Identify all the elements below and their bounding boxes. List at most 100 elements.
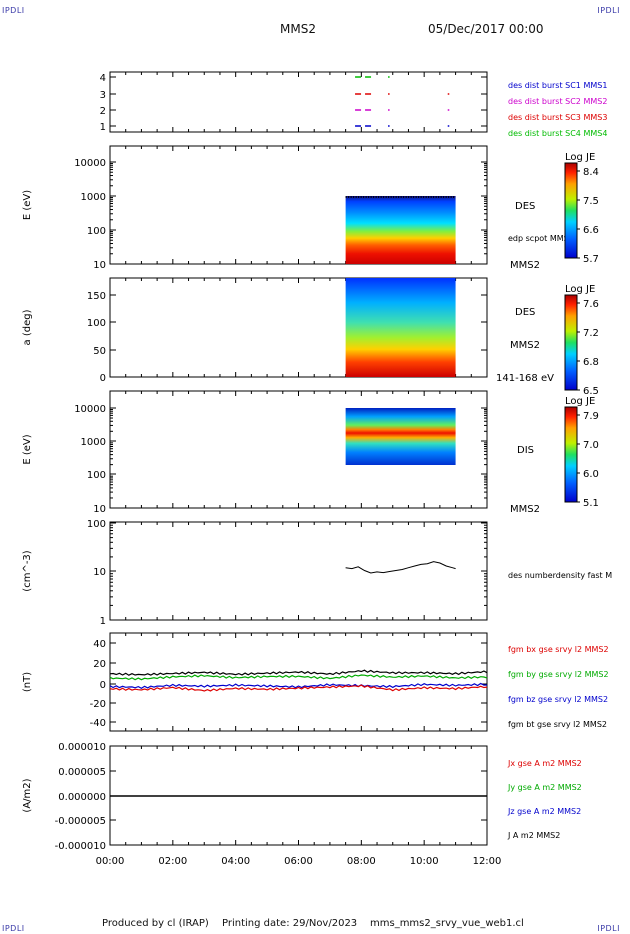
current-legend-4: J A m2 MMS2 bbox=[507, 831, 560, 840]
bfield-series-line-1 bbox=[109, 669, 488, 676]
des-pitch-cb-tick-label: 6.8 bbox=[583, 357, 599, 368]
bfield-ytick-label: 40 bbox=[93, 639, 106, 650]
corner-label-br: IPDLI bbox=[597, 924, 620, 933]
availability-frame bbox=[109, 71, 488, 133]
bfield-legend-2: fgm by gse srvy l2 MMS2 bbox=[508, 670, 609, 679]
des-energy-cb-title: Log JE bbox=[565, 152, 595, 163]
bfield-ytick-label: -40 bbox=[90, 718, 106, 729]
dis-energy-ylabel: E (eV) bbox=[22, 434, 33, 464]
bfield-series-line-2 bbox=[109, 674, 488, 681]
dis-energy-cb-tick-label: 6.0 bbox=[583, 469, 599, 480]
des-energy-ytick-label: 100 bbox=[87, 226, 106, 237]
bfield-ytick-label: 0 bbox=[100, 680, 106, 691]
current-ylabel: (A/m2) bbox=[22, 778, 33, 812]
des-pitch-energy-range: 141-168 eV bbox=[496, 373, 554, 384]
des-energy-colorbar bbox=[564, 162, 578, 259]
current-ytick-label: -0.000010 bbox=[55, 841, 106, 852]
time-tick-label: 02:00 bbox=[158, 856, 187, 867]
current-ytick-label: 0.000005 bbox=[58, 767, 106, 778]
des-energy-ytick-label: 10000 bbox=[74, 158, 106, 169]
dis-energy-ytick-label: 10 bbox=[93, 504, 106, 515]
availability-ytick-label: 2 bbox=[100, 106, 106, 117]
des-pitch-spectrogram bbox=[345, 278, 456, 377]
density-ytick-label: 100 bbox=[87, 519, 106, 530]
density-series-line bbox=[345, 561, 456, 574]
footer-filename: mms_mms2_srvy_vue_web1.cl bbox=[370, 918, 524, 929]
des-pitch-colorbar bbox=[564, 294, 578, 391]
density-ytick-label: 10 bbox=[93, 567, 106, 578]
bfield-legend-1: fgm bx gse srvy l2 MMS2 bbox=[508, 645, 609, 654]
footer-printing-date: Printing date: 29/Nov/2023 bbox=[222, 918, 358, 929]
time-tick-label: 10:00 bbox=[410, 856, 439, 867]
des-pitch-ytick-label: 150 bbox=[87, 291, 106, 302]
time-tick-label: 12:00 bbox=[473, 856, 502, 867]
des-energy-cb-tick-label: 8.4 bbox=[583, 167, 599, 178]
des-pitch-label: DES bbox=[515, 307, 535, 318]
bfield-ylabel: (nT) bbox=[22, 672, 33, 692]
bfield-frame bbox=[109, 632, 488, 732]
bfield-ytick-label: -20 bbox=[90, 699, 106, 710]
des-pitch-ytick-label: 50 bbox=[93, 346, 106, 357]
footer-produced-by: Produced by cl (IRAP) bbox=[102, 918, 209, 929]
dis-energy-cb-title: Log JE bbox=[565, 396, 595, 407]
date-title: 05/Dec/2017 00:00 bbox=[428, 22, 544, 36]
availability-ytick-label: 4 bbox=[100, 73, 106, 84]
current-legend-2: Jy gse A m2 MMS2 bbox=[507, 783, 582, 792]
des-energy-sublabel: edp scpot MMS2 bbox=[508, 234, 574, 243]
availability-legend-2: des dist burst SC2 MMS2 bbox=[508, 97, 607, 106]
bfield-series-line-4 bbox=[109, 684, 488, 692]
des-pitch-ytick-label: 0 bbox=[100, 373, 106, 384]
current-ytick-label: 0.000000 bbox=[58, 792, 106, 803]
des-energy-ytick-label: 1000 bbox=[81, 192, 106, 203]
density-frame bbox=[109, 521, 488, 621]
des-pitch-cb-title: Log JE bbox=[565, 284, 595, 295]
des-energy-label: DES bbox=[515, 201, 535, 212]
availability-legend-3: des dist burst SC3 MMS3 bbox=[508, 113, 607, 122]
dis-energy-cb-tick-label: 7.0 bbox=[583, 440, 599, 451]
bfield-ytick-label: 20 bbox=[93, 659, 106, 670]
des-energy-ytick-label: 10 bbox=[93, 260, 106, 271]
current-legend-3: Jz gse A m2 MMS2 bbox=[507, 807, 581, 816]
density-ytick-label: 1 bbox=[100, 616, 106, 627]
dis-energy-ytick-label: 10000 bbox=[74, 404, 106, 415]
corner-label-tl: IPDLI bbox=[2, 6, 25, 15]
dis-energy-cb-tick-label: 7.9 bbox=[583, 411, 599, 422]
des-energy-ylabel: E (eV) bbox=[22, 190, 33, 220]
dis-energy-cb-tick-label: 5.1 bbox=[583, 498, 599, 509]
corner-label-bl: IPDLI bbox=[2, 924, 25, 933]
availability-legend-1: des dist burst SC1 MMS1 bbox=[508, 81, 607, 90]
bfield-legend-3: fgm bz gse srvy l2 MMS2 bbox=[508, 695, 608, 704]
availability-ytick-label: 1 bbox=[100, 122, 106, 133]
des-energy-spectrogram bbox=[345, 196, 456, 264]
availability-ytick-label: 3 bbox=[100, 90, 106, 101]
dis-energy-sc: MMS2 bbox=[510, 504, 540, 515]
dis-energy-colorbar bbox=[564, 406, 578, 503]
des-energy-cb-tick-label: 7.5 bbox=[583, 196, 599, 207]
des-pitch-ytick-label: 100 bbox=[87, 318, 106, 329]
des-energy-sc: MMS2 bbox=[510, 260, 540, 271]
current-legend-1: Jx gse A m2 MMS2 bbox=[507, 759, 582, 768]
density-ylabel: (cm^-3) bbox=[22, 550, 33, 591]
bfield-legend-4: fgm bt gse srvy l2 MMS2 bbox=[508, 720, 607, 729]
des-pitch-cb-tick-label: 7.2 bbox=[583, 328, 599, 339]
des-pitch-cb-tick-label: 7.6 bbox=[583, 299, 599, 310]
time-tick-label: 08:00 bbox=[347, 856, 376, 867]
current-ytick-label: -0.000005 bbox=[55, 816, 106, 827]
des-energy-cb-tick-label: 6.6 bbox=[583, 225, 599, 236]
time-tick-label: 00:00 bbox=[96, 856, 125, 867]
corner-label-tr: IPDLI bbox=[597, 6, 620, 15]
des-pitch-cb-tick-label: 6.5 bbox=[583, 386, 599, 397]
des-energy-cb-tick-label: 5.7 bbox=[583, 254, 599, 265]
bfield-series-line-3 bbox=[109, 682, 488, 689]
dis-energy-ytick-label: 100 bbox=[87, 470, 106, 481]
time-tick-label: 04:00 bbox=[221, 856, 250, 867]
availability-legend-4: des dist burst SC4 MMS4 bbox=[508, 129, 607, 138]
des-pitch-sc: MMS2 bbox=[510, 340, 540, 351]
dis-energy-ytick-label: 1000 bbox=[81, 437, 106, 448]
current-ytick-label: 0.000010 bbox=[58, 742, 106, 753]
dis-energy-label: DIS bbox=[517, 445, 534, 456]
density-label: des numberdensity fast M bbox=[508, 571, 612, 580]
des-pitch-ylabel: a (deg) bbox=[22, 309, 33, 345]
time-tick-label: 06:00 bbox=[284, 856, 313, 867]
